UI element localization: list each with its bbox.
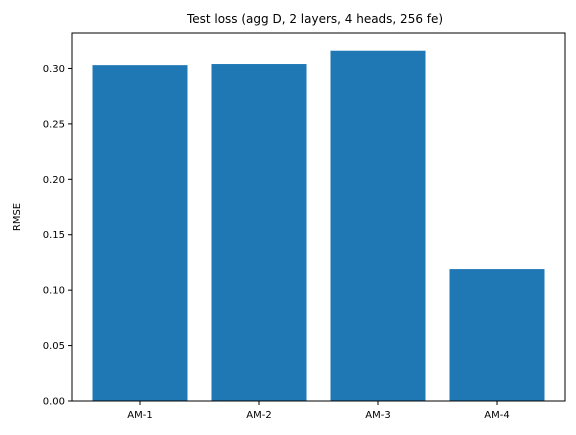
y-tick-label: 0.20 (43, 175, 65, 186)
bar-am-2 (211, 64, 307, 402)
chart-title: Test loss (agg D, 2 layers, 4 heads, 256… (186, 12, 443, 26)
plot-frame (71, 32, 566, 402)
y-axis-label: RMSE (12, 203, 23, 231)
bars-group (92, 50, 545, 402)
y-tick-label: 0.30 (43, 64, 65, 75)
y-ticks-group: 0.00 0.05 0.10 0.15 0.20 0.25 0.30 (43, 64, 72, 408)
x-tick-label: AM-4 (484, 410, 509, 421)
x-tick-label: AM-1 (127, 410, 152, 421)
bar-am-4 (449, 269, 545, 401)
bar-am-1 (92, 65, 188, 401)
y-tick-label: 0.15 (43, 230, 65, 241)
y-tick-label: 0.00 (43, 397, 65, 408)
y-tick-label: 0.10 (43, 286, 65, 297)
x-ticks-group: AM-1 AM-2 AM-3 AM-4 (127, 401, 510, 421)
y-tick-label: 0.25 (43, 119, 65, 130)
x-tick-label: AM-2 (246, 410, 271, 421)
bar-am-3 (330, 50, 426, 402)
x-tick-label: AM-3 (365, 410, 390, 421)
y-tick-label: 0.05 (43, 341, 65, 352)
